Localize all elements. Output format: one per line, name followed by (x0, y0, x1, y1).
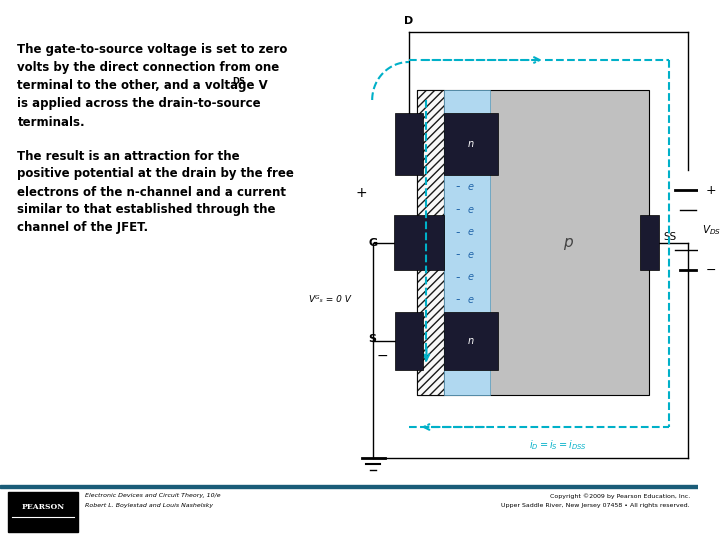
Text: S: S (368, 334, 376, 344)
Text: terminals.: terminals. (17, 116, 85, 129)
Text: n: n (468, 336, 474, 346)
Text: -: - (455, 203, 459, 216)
Bar (417, 90, 444, 395)
Text: p: p (563, 235, 573, 250)
Bar (444, 90, 490, 395)
Text: Electronic Devices and Circuit Theory, 10/e: Electronic Devices and Circuit Theory, 1… (85, 494, 221, 498)
Text: channel of the JFET.: channel of the JFET. (17, 221, 148, 234)
Text: Copyright ©2009 by Pearson Education, Inc.: Copyright ©2009 by Pearson Education, In… (550, 493, 690, 499)
Text: -: - (455, 294, 459, 307)
Bar (395, 215, 444, 270)
Text: G: G (369, 238, 378, 247)
Text: +: + (356, 186, 367, 200)
Text: The result is an attraction for the: The result is an attraction for the (17, 150, 240, 163)
Text: -: - (455, 180, 459, 193)
Text: SS: SS (663, 233, 676, 242)
Text: e: e (468, 205, 474, 214)
Text: DS: DS (233, 78, 246, 86)
Text: is applied across the drain-to-source: is applied across the drain-to-source (17, 98, 261, 111)
Bar (0, 485, 698, 488)
Text: -: - (455, 226, 459, 239)
Text: The gate-to-source voltage is set to zero: The gate-to-source voltage is set to zer… (17, 44, 288, 57)
Text: positive potential at the drain by the free: positive potential at the drain by the f… (17, 167, 294, 180)
Bar (8, 492, 78, 532)
Bar (444, 113, 498, 175)
Text: e: e (468, 182, 474, 192)
Text: $i_D = i_S = i_{DSS}$: $i_D = i_S = i_{DSS}$ (529, 438, 588, 452)
Text: n: n (468, 139, 474, 149)
Text: +: + (706, 184, 716, 197)
Bar (417, 90, 649, 395)
Text: volts by the direct connection from one: volts by the direct connection from one (17, 62, 279, 75)
Text: e: e (468, 272, 474, 282)
Text: e: e (468, 227, 474, 237)
Text: −: − (376, 349, 387, 363)
Text: PEARSON: PEARSON (21, 503, 64, 511)
Text: Robert L. Boylestad and Louis Nashelsky: Robert L. Boylestad and Louis Nashelsky (85, 503, 213, 509)
Bar (639, 215, 659, 270)
Bar (395, 312, 423, 370)
Text: electrons of the n-channel and a current: electrons of the n-channel and a current (17, 186, 287, 199)
Text: Upper Saddle River, New Jersey 07458 • All rights reserved.: Upper Saddle River, New Jersey 07458 • A… (501, 503, 690, 509)
Text: terminal to the other, and a voltage V: terminal to the other, and a voltage V (17, 79, 268, 92)
Text: Vᴳₛ = 0 V: Vᴳₛ = 0 V (309, 295, 351, 304)
Text: similar to that established through the: similar to that established through the (17, 204, 276, 217)
Text: -: - (455, 271, 459, 284)
Bar (444, 312, 498, 370)
Text: −: − (706, 264, 716, 276)
Text: D: D (405, 16, 413, 26)
Text: e: e (468, 250, 474, 260)
Bar (395, 113, 423, 175)
Text: e: e (468, 295, 474, 305)
Text: -: - (455, 248, 459, 261)
Text: $V_{DS}$: $V_{DS}$ (702, 223, 720, 237)
